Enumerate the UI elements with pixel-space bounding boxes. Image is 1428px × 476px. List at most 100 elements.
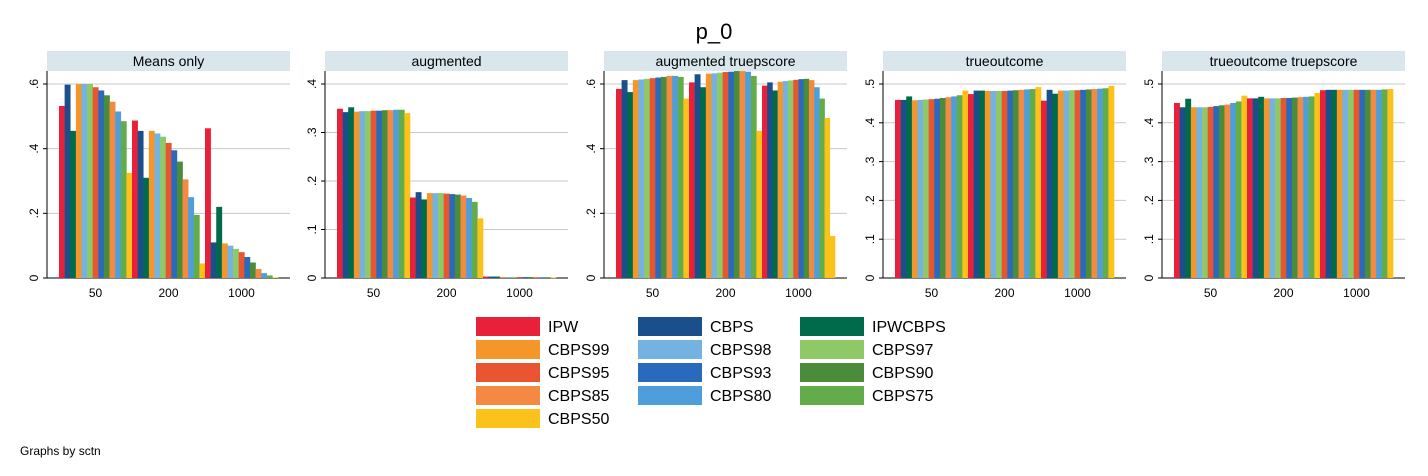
bar-cbps85 (387, 110, 394, 278)
bar-cbps95 (92, 87, 99, 278)
y-tick-label: .4 (863, 117, 877, 127)
bar-ipw (337, 108, 343, 279)
legend-label: CBPS90 (872, 365, 933, 382)
bar-cbps90 (454, 194, 461, 278)
bar-cbps75 (398, 109, 405, 279)
panel-title: Means only (133, 53, 205, 69)
chart-panels: Means only 0 .2 .4 .6 50 200 1000 augmented 0 .1 .2… (27, 51, 1405, 300)
bar-ipwcbps (1185, 98, 1192, 279)
bar-cbps90 (1364, 89, 1371, 278)
bar-cbps (621, 80, 628, 279)
bar-cbps50 (1108, 85, 1115, 278)
x-tick-label: 1000 (228, 286, 255, 300)
legend-label: IPWCBPS (872, 319, 946, 336)
bar-cbps99 (911, 100, 918, 278)
bar-cbps97 (1202, 107, 1208, 278)
bar-cbps75 (819, 98, 825, 278)
bar-cbps97 (644, 78, 650, 278)
bar-cbps97 (996, 90, 1002, 278)
bar-ipwcbps (1052, 93, 1059, 278)
bar-cbps99 (1336, 89, 1343, 278)
y-tick-label: .1 (1142, 234, 1156, 244)
bar-cbps90 (733, 71, 740, 278)
bar-cbps85 (182, 179, 189, 278)
y-tick-label: 0 (305, 274, 319, 281)
bar-cbps85 (460, 195, 467, 278)
bar-cbps80 (951, 96, 958, 278)
bar-cbps50 (1387, 89, 1394, 278)
y-tick-label: .2 (584, 208, 598, 218)
bar-cbps (488, 276, 495, 278)
bar-ipwcbps (979, 90, 986, 278)
bar-ipwcbps (700, 87, 707, 278)
legend-label: CBPS80 (710, 388, 771, 405)
bar-cbps99 (1190, 107, 1197, 278)
bar-cbps98 (432, 193, 439, 279)
bar-cbps98 (227, 245, 234, 278)
bar-cbps93 (449, 194, 456, 278)
bar-cbps85 (945, 97, 952, 278)
x-tick-label: 1000 (785, 286, 812, 300)
bar-cbps50 (1314, 92, 1321, 278)
y-tick-label: 0 (584, 274, 598, 281)
bar-cbps80 (539, 277, 546, 278)
x-tick-label: 50 (89, 286, 103, 300)
legend-item-cbps93: CBPS93 (638, 363, 771, 382)
bar-cbps90 (660, 76, 667, 278)
bar-cbps85 (109, 101, 116, 278)
bar-ipwcbps (348, 107, 355, 278)
bar-ipw (59, 105, 65, 279)
bar-cbps97 (1275, 98, 1281, 278)
chart-legend: IPW CBPS99 CBPS95 CBPS85 CBPS50 CBPS CBPS98 CBP… (476, 317, 946, 428)
bar-cbps75 (1102, 88, 1109, 279)
panel-4: trueoutcome truepscore 0 .1 .2 .3 .4 .5 50 200 10… (1142, 51, 1405, 300)
bar-cbps99 (632, 80, 639, 279)
bar-cbps93 (171, 150, 178, 278)
bar-cbps97 (365, 111, 371, 278)
bar-ipw (895, 99, 901, 278)
bar-cbps50 (404, 113, 411, 278)
bar-ipw (1174, 103, 1180, 278)
bar-cbps80 (1376, 89, 1383, 278)
bar-cbps93 (1286, 97, 1293, 278)
bar-cbps85 (533, 277, 540, 278)
x-tick-label: 1000 (1343, 286, 1370, 300)
legend-swatch (638, 386, 702, 405)
bar-cbps (64, 84, 71, 279)
bar-ipw (1320, 90, 1326, 279)
legend-label: CBPS97 (872, 342, 933, 359)
bar-ipw (483, 276, 489, 278)
bar-cbps75 (266, 275, 273, 278)
bar-cbps95 (928, 99, 935, 278)
bar-cbps93 (1007, 90, 1014, 278)
bar-cbps98 (917, 99, 924, 278)
bar-ipwcbps (772, 90, 778, 278)
bar-ipwcbps (70, 130, 77, 278)
legend-swatch (476, 317, 540, 336)
legend-label: CBPS99 (548, 342, 609, 359)
bar-cbps (900, 99, 907, 278)
y-tick-label: 0 (863, 274, 877, 281)
bar-cbps80 (466, 197, 473, 278)
bar-cbps98 (359, 111, 366, 278)
legend-item-cbps97: CBPS97 (800, 340, 933, 359)
panel-title-strip (47, 51, 290, 71)
x-tick-label: 50 (367, 286, 381, 300)
bar-cbps80 (672, 75, 679, 278)
y-tick-label: .3 (305, 127, 319, 137)
bar-cbps93 (244, 256, 251, 278)
bar-cbps75 (750, 75, 757, 278)
bar-ipw (968, 94, 974, 278)
legend-label: CBPS98 (710, 342, 771, 359)
bar-cbps95 (649, 78, 656, 279)
x-tick-label: 1000 (506, 286, 533, 300)
panel-1: augmented 0 .1 .2 .3 .4 50 200 1000 (305, 51, 568, 300)
legend-label: CBPS (710, 319, 754, 336)
bar-ipwcbps (906, 96, 913, 278)
x-tick-label: 50 (925, 286, 939, 300)
bar-cbps95 (516, 277, 523, 278)
legend-swatch (476, 409, 540, 428)
legend-item-ipwcbps: IPWCBPS (800, 317, 946, 336)
x-tick-label: 50 (1204, 286, 1218, 300)
bar-cbps50 (829, 235, 836, 278)
